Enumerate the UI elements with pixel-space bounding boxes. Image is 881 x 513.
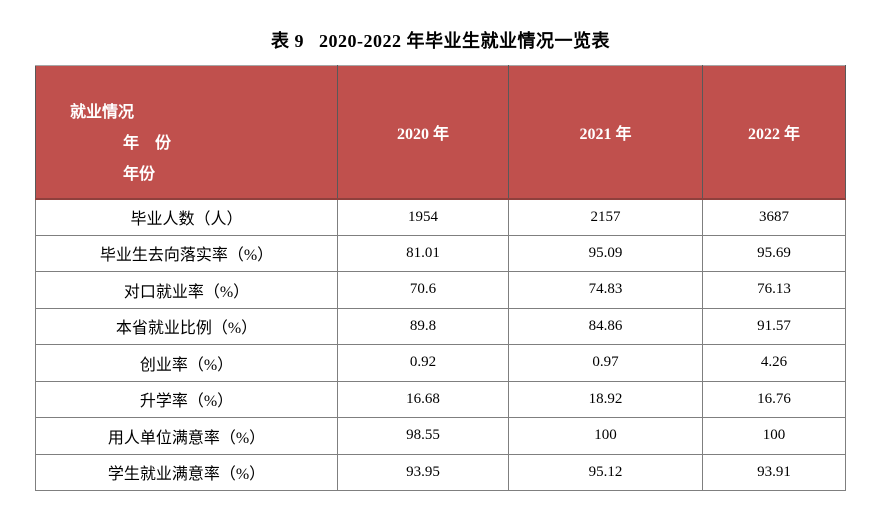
- value-cell: 98.55: [337, 417, 509, 455]
- table-row: 升学率（%） 16.68 18.92 16.76: [35, 380, 846, 418]
- value-cell: 70.6: [337, 271, 509, 309]
- value-cell: 95.69: [702, 234, 846, 272]
- table-row: 对口就业率（%） 70.6 74.83 76.13: [35, 271, 846, 309]
- corner-header-line-employment: 就业情况: [70, 103, 135, 121]
- table-row: 毕业生去向落实率（%） 81.01 95.09 95.69: [35, 234, 846, 272]
- row-label-further-study-rate: 升学率（%）: [35, 380, 338, 418]
- row-label-entrepreneurship-rate: 创业率（%）: [35, 344, 338, 382]
- column-header-2022: 2022 年: [702, 65, 846, 200]
- value-cell: 93.91: [702, 453, 846, 491]
- value-cell: 91.57: [702, 307, 846, 345]
- value-cell: 18.92: [508, 380, 703, 418]
- row-label-destination-rate: 毕业生去向落实率（%）: [35, 234, 338, 272]
- table-header-row: 就业情况 年 份 年份 2020 年 2021 年 2022 年: [35, 65, 846, 200]
- table-row: 学生就业满意率（%） 93.95 95.12 93.91: [35, 453, 846, 491]
- column-header-2020: 2020 年: [337, 65, 509, 200]
- value-cell: 4.26: [702, 344, 846, 382]
- page-title: 表 9 2020-2022 年毕业生就业情况一览表: [271, 31, 610, 51]
- value-cell: 76.13: [702, 271, 846, 309]
- row-label-student-satisfaction-rate: 学生就业满意率（%）: [35, 453, 338, 491]
- value-cell: 100: [508, 417, 703, 455]
- value-cell: 100: [702, 417, 846, 455]
- row-label-in-province-ratio: 本省就业比例（%）: [35, 307, 338, 345]
- column-header-2021: 2021 年: [508, 65, 703, 200]
- value-cell: 3687: [702, 198, 846, 236]
- value-cell: 95.12: [508, 453, 703, 491]
- value-cell: 89.8: [337, 307, 509, 345]
- value-cell: 84.86: [508, 307, 703, 345]
- value-cell: 95.09: [508, 234, 703, 272]
- corner-header-line-year: 年份: [123, 165, 156, 183]
- table-row: 本省就业比例（%） 89.8 84.86 91.57: [35, 307, 846, 345]
- employment-overview-table: 就业情况 年 份 年份 2020 年 2021 年 2022 年 毕业人数（人）…: [35, 65, 846, 491]
- corner-header-line-year-spaced: 年 份: [123, 134, 172, 152]
- value-cell: 0.97: [508, 344, 703, 382]
- row-label-graduates-count: 毕业人数（人）: [35, 198, 338, 236]
- value-cell: 93.95: [337, 453, 509, 491]
- table-row: 用人单位满意率（%） 98.55 100 100: [35, 417, 846, 455]
- value-cell: 81.01: [337, 234, 509, 272]
- corner-header-cell: 就业情况 年 份 年份: [35, 65, 338, 200]
- value-cell: 0.92: [337, 344, 509, 382]
- value-cell: 16.68: [337, 380, 509, 418]
- value-cell: 1954: [337, 198, 509, 236]
- value-cell: 74.83: [508, 271, 703, 309]
- value-cell: 16.76: [702, 380, 846, 418]
- row-label-employer-satisfaction-rate: 用人单位满意率（%）: [35, 417, 338, 455]
- row-label-relevant-employment-rate: 对口就业率（%）: [35, 271, 338, 309]
- table-row: 创业率（%） 0.92 0.97 4.26: [35, 344, 846, 382]
- table-row: 毕业人数（人） 1954 2157 3687: [35, 198, 846, 236]
- value-cell: 2157: [508, 198, 703, 236]
